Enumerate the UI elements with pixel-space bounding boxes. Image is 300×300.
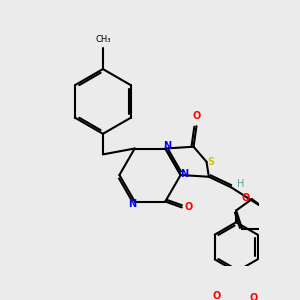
Text: O: O	[241, 193, 250, 203]
Text: O: O	[185, 202, 193, 212]
Text: N: N	[164, 141, 172, 151]
Text: O: O	[193, 111, 201, 122]
Text: S: S	[208, 157, 215, 167]
Text: O: O	[249, 292, 257, 300]
Text: N: N	[128, 199, 136, 209]
Text: H: H	[237, 179, 244, 189]
Text: CH₃: CH₃	[95, 35, 111, 44]
Text: O: O	[213, 291, 221, 300]
Text: N: N	[180, 169, 188, 179]
